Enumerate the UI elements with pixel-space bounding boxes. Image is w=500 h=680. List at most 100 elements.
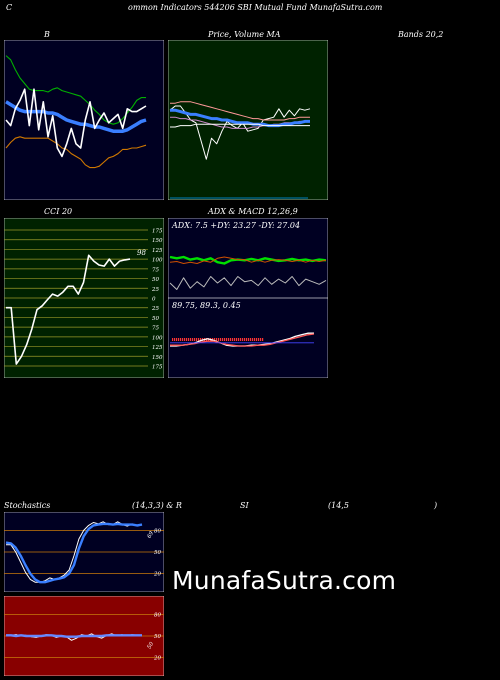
macd-histogram-bar (218, 338, 220, 341)
macd-histogram-bar (222, 338, 224, 341)
macd-histogram-bar (188, 338, 190, 341)
macd-histogram-bar (234, 338, 236, 341)
macd-histogram-bar (232, 338, 234, 341)
cci-tick-label: 125 (152, 345, 163, 351)
adx-line-2 (169, 276, 327, 290)
macd-histogram-bar (216, 338, 218, 341)
macd-histogram-bar (214, 338, 216, 341)
macd-histogram-bar (242, 338, 244, 341)
rsi-tick-label: 50 (154, 634, 161, 640)
header-title: ommon Indicators 544206 SBI Mutual Fund … (128, 3, 383, 12)
rsi-tick-label: 20 (153, 656, 161, 662)
cci-tick-label: 100 (152, 258, 163, 264)
price-ma-line-4 (170, 123, 310, 128)
rsi-chart: 80 50 20 50 (4, 596, 164, 676)
macd-histogram-bar (240, 338, 242, 341)
cci-tick-label: 175 (152, 229, 163, 235)
cci-tick-label: 25 (151, 306, 159, 312)
rsi-line-1 (6, 634, 142, 638)
adx-label: ADX: 7.5 +DY: 23.27 -DY: 27.04 (171, 221, 300, 230)
macd-histogram-bar (258, 338, 260, 341)
cci-tick-label: 50 (152, 316, 159, 322)
rsi-params: (14,5 (328, 501, 349, 510)
price-ma-line-3 (170, 108, 310, 128)
macd-histogram-bar (200, 338, 202, 341)
stochastics-chart: 80 50 20 69 (4, 512, 164, 592)
cci-tick-label: 50 (152, 277, 159, 283)
macd-histogram-bar (190, 338, 192, 341)
macd-histogram-bar (256, 338, 258, 341)
rsi-tick-label: 80 (154, 612, 161, 618)
cci-tick-label: 100 (152, 335, 163, 341)
macd-histogram-bar (224, 338, 226, 341)
macd-histogram-bar (230, 338, 232, 341)
cci-chart: 175 150 125 100 75 50 25 0 25 50 75 100 125 150 175 98 (4, 218, 164, 378)
macd-histogram-bar (174, 338, 176, 341)
stoch-line-1 (5, 522, 143, 584)
macd-histogram-bar (252, 338, 254, 341)
price-ma-line-0 (169, 105, 311, 160)
macd-histogram-bar (192, 338, 194, 341)
macd-histogram-bar (196, 338, 198, 341)
macd-histogram-bar (254, 338, 256, 341)
macd-histogram-bar (238, 338, 240, 341)
cci-tick-label: 150 (152, 355, 163, 361)
macd-histogram-bar (194, 338, 196, 341)
macd-histogram-bar (180, 338, 182, 341)
header-title-prefix: C (6, 3, 13, 12)
adx-chart: ADX: 7.5 +DY: 23.27 -DY: 27.04 (168, 218, 328, 298)
cci-tick-label: 75 (152, 267, 159, 273)
macd-histogram-bar (248, 338, 250, 341)
macd-histogram-bar (172, 338, 174, 341)
adx-line-1 (169, 256, 327, 264)
cci-tick-label: 150 (152, 238, 163, 244)
macd-histogram-bar (178, 338, 180, 341)
cci-tick-label: 25 (151, 287, 159, 293)
macd-histogram-bar (198, 338, 200, 341)
macd-label: 89.75, 89.3, 0.45 (172, 301, 241, 310)
adx-title: ADX & MACD 12,26,9 (208, 207, 298, 216)
cci-title: CCI 20 (44, 207, 73, 216)
macd-histogram-bar (244, 338, 246, 341)
cci-tick-label: 175 (152, 365, 163, 371)
bollinger-price-line (5, 88, 147, 158)
macd-histogram-bar (236, 338, 238, 341)
price-ma-line-1 (170, 101, 310, 121)
stoch-tick-label: 50 (154, 550, 161, 556)
stoch-last-value: 69 (147, 530, 156, 539)
rsi-title: SI (240, 501, 249, 510)
macd-histogram-bar (262, 338, 264, 341)
watermark: MunafaSutra.com (172, 566, 397, 595)
cci-tick-label: 125 (152, 248, 163, 254)
cci-last-value: 98 (137, 249, 146, 257)
macd-histogram-bar (176, 338, 178, 341)
macd-histogram-bar (250, 338, 252, 341)
macd-histogram-bar (260, 338, 262, 341)
price-volume-title: Price, Volume MA (208, 30, 281, 39)
macd-histogram-bar (220, 338, 222, 341)
bollinger-title: B (44, 30, 50, 39)
cci-tick-label: 75 (152, 326, 159, 332)
cci-line (6, 254, 131, 365)
rsi-last-value: 50 (147, 641, 156, 650)
macd-histogram-bar (246, 338, 248, 341)
macd-histogram-bar (184, 338, 186, 341)
stoch-tick-label: 20 (153, 572, 161, 578)
cci-tick-label: 0 (152, 297, 156, 303)
bollinger-lower-line (5, 136, 147, 169)
bollinger-chart (4, 40, 164, 200)
stoch-tick-label: 80 (154, 528, 161, 534)
stoch-params: (14,3,3) & R (132, 501, 182, 510)
bollinger-upper-line (5, 55, 146, 125)
macd-histogram-bar (182, 338, 184, 341)
stoch-line-0 (6, 521, 143, 583)
macd-histogram-bar (226, 338, 228, 341)
macd-line-1 (170, 333, 315, 347)
price-volume-chart (168, 40, 328, 200)
macd-histogram-bar (186, 338, 188, 341)
bollinger-middle-line (5, 100, 147, 133)
rsi-params-close: ) (434, 501, 438, 510)
macd-chart: 89.75, 89.3, 0.45 (168, 298, 328, 378)
macd-histogram-bar (228, 338, 230, 341)
stoch-title: Stochastics (4, 501, 51, 510)
